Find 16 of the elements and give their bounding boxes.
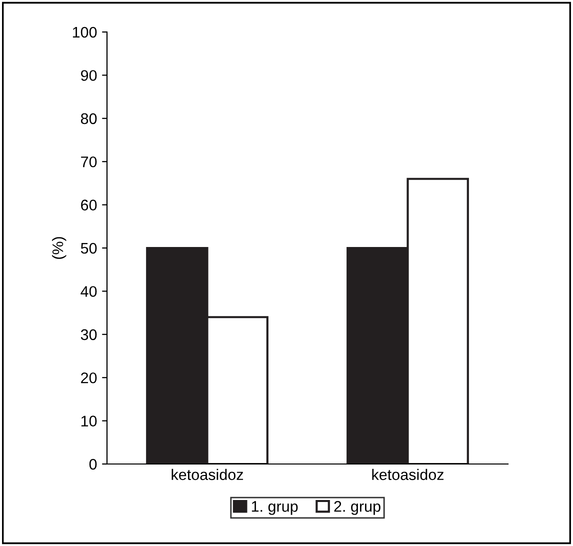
y-tick-label: 70 bbox=[81, 156, 97, 168]
y-tick-label: 40 bbox=[80, 286, 97, 297]
y-tick-label: 100 bbox=[72, 26, 97, 38]
x-tick-label: ketoasidoz bbox=[372, 468, 444, 480]
y-tick-label: 50 bbox=[80, 242, 97, 254]
y-tick-label: 20 bbox=[81, 372, 97, 384]
y-tick-label: 80 bbox=[80, 113, 97, 124]
y-tick-label: 0 bbox=[89, 458, 97, 470]
y-axis-title: (%) bbox=[52, 237, 66, 259]
y-tick-label: 60 bbox=[81, 200, 97, 210]
x-tick-label: ketoasidoz bbox=[172, 468, 244, 480]
y-tick-label: 90 bbox=[81, 70, 97, 81]
y-tick-label: 30 bbox=[80, 329, 97, 340]
legend-label: 1. grup bbox=[252, 501, 298, 515]
y-tick-label: 10 bbox=[81, 416, 97, 426]
legend-label: 2. grup bbox=[334, 501, 380, 515]
